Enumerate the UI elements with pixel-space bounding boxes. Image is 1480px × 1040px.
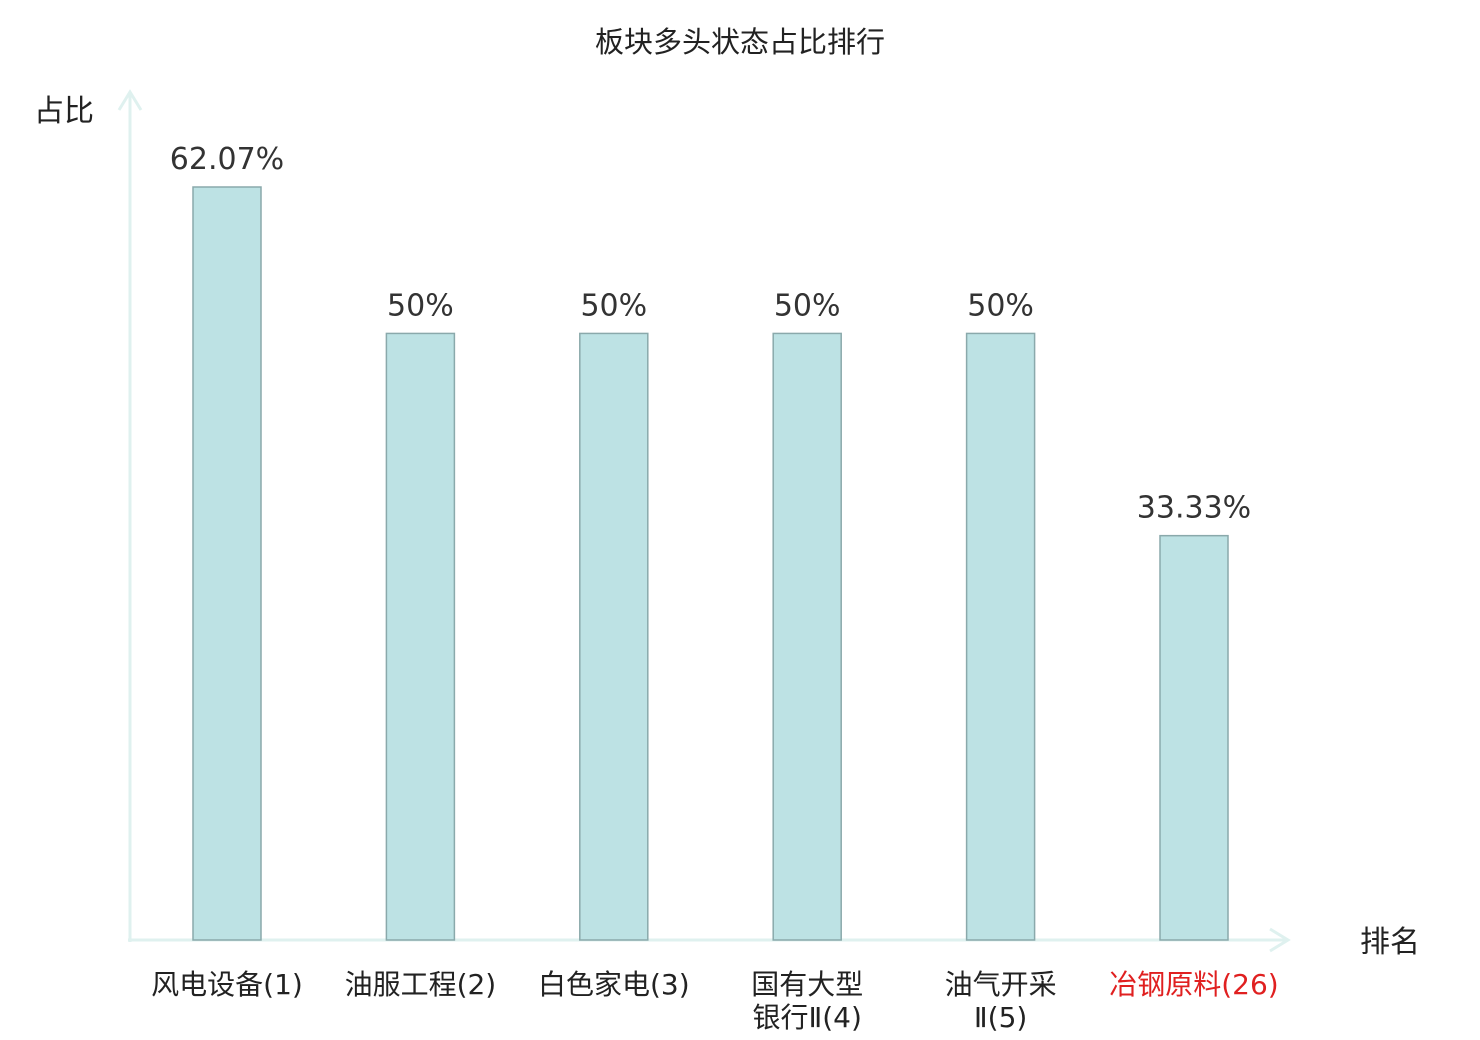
bar-4 [772,332,842,941]
category-label-1: 风电设备(1) [151,968,303,1001]
bar-2 [385,332,456,941]
bar-3 [579,332,649,941]
x-axis-arrow [1269,927,1291,953]
bar-1 [192,186,262,941]
y-axis-arrow [117,89,143,111]
value-label-5: 50% [967,288,1034,323]
value-label-4: 50% [774,288,841,323]
value-label-1: 62.07% [170,142,284,177]
bar-5 [965,332,1036,941]
y-axis-label: 占比 [34,94,94,129]
category-label-3: 白色家电(3) [538,968,690,1001]
chart-title: 板块多头状态占比排行 [595,25,885,59]
bar-6 [1159,534,1229,941]
bars-group: 62.07% 风电设备(1) 50% 油服工程(2) 50% 白色家电(3) 50% 国有大型… [151,142,1279,1034]
category-label-6: 冶钢原料(26) [1109,968,1278,1001]
value-label-3: 50% [580,288,647,323]
category-label-5: 油气开采 Ⅱ(5) [945,968,1057,1034]
x-axis-label: 排名 [1360,925,1420,960]
value-label-6: 33.33% [1137,491,1251,526]
value-label-2: 50% [387,288,454,323]
category-label-2: 油服工程(2) [345,968,497,1001]
category-label-4: 国有大型银行Ⅱ(4) [751,968,863,1034]
